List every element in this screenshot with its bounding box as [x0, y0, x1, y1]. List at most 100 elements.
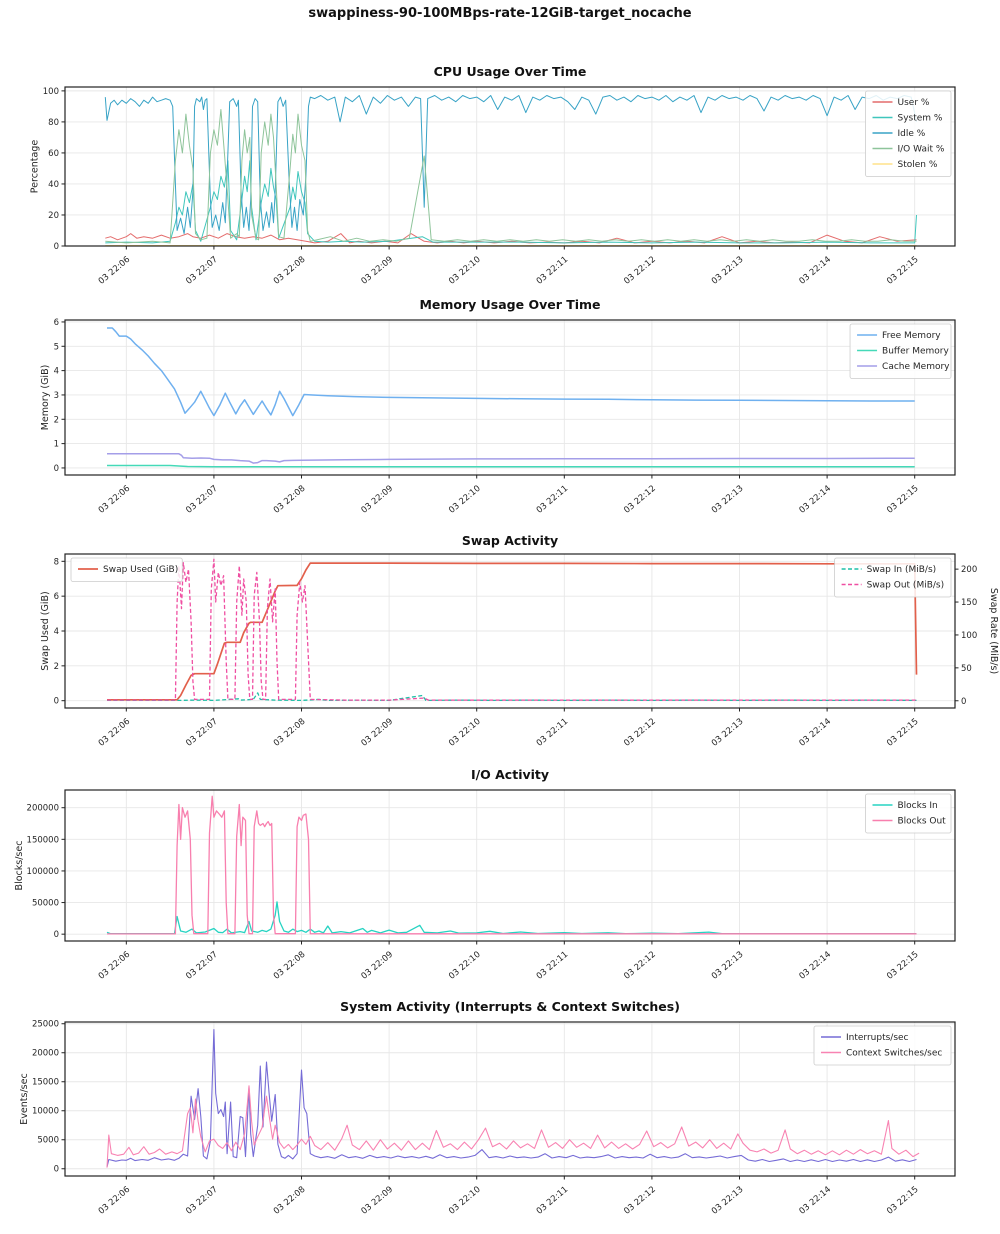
series-interrupts-sec [106, 1028, 917, 1168]
svg-text:0: 0 [54, 242, 59, 252]
svg-text:03 22:06: 03 22:06 [97, 484, 133, 516]
svg-text:03 22:11: 03 22:11 [535, 484, 571, 516]
chart-2: 0 2 4 6 8 Swap Used (GiB) 0 50 100 150 200 Swap Rat… [40, 553, 999, 749]
svg-text:03 22:12: 03 22:12 [622, 717, 658, 749]
legend: Swap In (MiB/s) Swap Out (MiB/s) [834, 557, 952, 598]
svg-text:15000: 15000 [32, 1078, 59, 1088]
svg-text:80: 80 [48, 118, 59, 128]
svg-text:0: 0 [54, 464, 59, 474]
svg-text:Blocks Out: Blocks Out [898, 817, 947, 827]
svg-text:Idle %: Idle % [898, 129, 926, 139]
svg-text:Cache Memory: Cache Memory [882, 362, 950, 372]
svg-text:200: 200 [961, 565, 977, 575]
series-swap-out-mib-s [107, 558, 917, 701]
svg-text:4: 4 [54, 367, 59, 377]
legend: User % System % Idle % I/O Wait % Stolen % [865, 90, 952, 177]
svg-text:Events/sec: Events/sec [19, 1073, 30, 1124]
series-idle [104, 95, 917, 235]
series-free-memory [107, 327, 915, 417]
svg-text:Swap Used (GiB): Swap Used (GiB) [103, 565, 178, 575]
svg-text:03 22:13: 03 22:13 [710, 255, 746, 287]
svg-text:03 22:07: 03 22:07 [184, 255, 220, 287]
svg-text:200000: 200000 [27, 804, 59, 814]
svg-text:Stolen %: Stolen % [898, 160, 938, 170]
svg-text:03 22:09: 03 22:09 [359, 1185, 395, 1217]
svg-text:03 22:14: 03 22:14 [797, 484, 833, 516]
svg-text:50: 50 [961, 664, 972, 674]
series-cache-memory [107, 453, 915, 464]
svg-text:Buffer Memory: Buffer Memory [882, 347, 949, 357]
svg-text:03 22:12: 03 22:12 [622, 1185, 658, 1217]
svg-text:6: 6 [54, 592, 59, 602]
svg-text:03 22:12: 03 22:12 [622, 950, 658, 982]
svg-text:1: 1 [54, 440, 59, 450]
svg-text:03 22:09: 03 22:09 [359, 717, 395, 749]
svg-text:Free Memory: Free Memory [882, 331, 941, 341]
svg-text:150: 150 [961, 598, 977, 608]
svg-text:03 22:06: 03 22:06 [97, 1185, 133, 1217]
svg-text:20: 20 [48, 211, 59, 221]
svg-text:Memory (GiB): Memory (GiB) [40, 365, 51, 431]
svg-text:03 22:06: 03 22:06 [97, 255, 133, 287]
svg-text:0: 0 [961, 697, 966, 707]
svg-text:100000: 100000 [27, 867, 59, 877]
svg-text:3: 3 [54, 391, 59, 401]
chart-title-io: I/O Activity [470, 767, 550, 782]
svg-text:03 22:08: 03 22:08 [272, 484, 308, 516]
svg-text:I/O Wait %: I/O Wait % [898, 145, 945, 155]
svg-text:03 22:06: 03 22:06 [97, 950, 133, 982]
svg-text:20000: 20000 [32, 1049, 59, 1059]
svg-text:03 22:08: 03 22:08 [272, 1185, 308, 1217]
svg-text:6: 6 [54, 318, 59, 328]
svg-text:03 22:14: 03 22:14 [797, 1185, 833, 1217]
svg-text:Swap Rate (MiB/s): Swap Rate (MiB/s) [988, 588, 999, 674]
svg-text:Blocks/sec: Blocks/sec [14, 841, 25, 891]
legend: Blocks In Blocks Out [865, 793, 952, 834]
chart-title-memory: Memory Usage Over Time [419, 297, 601, 312]
svg-text:0: 0 [54, 930, 59, 940]
svg-text:Swap Used (GiB): Swap Used (GiB) [40, 591, 51, 670]
svg-text:Blocks In: Blocks In [898, 801, 938, 811]
svg-text:03 22:11: 03 22:11 [535, 950, 571, 982]
svg-text:03 22:14: 03 22:14 [797, 255, 833, 287]
svg-text:2: 2 [54, 415, 59, 425]
svg-text:03 22:10: 03 22:10 [447, 950, 483, 982]
series-i-o-wait [105, 109, 917, 244]
svg-text:03 22:09: 03 22:09 [359, 255, 395, 287]
svg-text:03 22:07: 03 22:07 [184, 717, 220, 749]
svg-text:25000: 25000 [32, 1020, 59, 1030]
svg-text:50000: 50000 [32, 899, 59, 909]
svg-text:0: 0 [54, 1165, 59, 1175]
svg-text:150000: 150000 [27, 835, 59, 845]
svg-text:4: 4 [54, 627, 59, 637]
svg-text:03 22:07: 03 22:07 [184, 1185, 220, 1217]
svg-text:03 22:15: 03 22:15 [885, 950, 921, 982]
svg-text:Context Switches/sec: Context Switches/sec [846, 1049, 942, 1059]
chart-1: 0 1 2 3 4 5 6 Memory (GiB) 03 22:06 03 22:07 03 22… [40, 318, 956, 516]
svg-text:03 22:13: 03 22:13 [710, 950, 746, 982]
svg-text:System %: System % [898, 114, 943, 124]
svg-text:03 22:13: 03 22:13 [710, 1185, 746, 1217]
svg-text:03 22:10: 03 22:10 [447, 1185, 483, 1217]
svg-text:03 22:11: 03 22:11 [535, 1185, 571, 1217]
svg-text:03 22:10: 03 22:10 [447, 484, 483, 516]
svg-text:Swap In (MiB/s): Swap In (MiB/s) [867, 565, 937, 575]
svg-text:03 22:12: 03 22:12 [622, 484, 658, 516]
svg-text:2: 2 [54, 662, 59, 672]
svg-text:03 22:15: 03 22:15 [885, 255, 921, 287]
svg-text:03 22:08: 03 22:08 [272, 255, 308, 287]
svg-text:03 22:11: 03 22:11 [535, 717, 571, 749]
svg-text:03 22:06: 03 22:06 [97, 717, 133, 749]
chart-title-swap: Swap Activity [461, 533, 559, 548]
legend: Interrupts/sec Context Switches/sec [813, 1025, 952, 1066]
svg-text:100: 100 [961, 631, 977, 641]
svg-text:03 22:13: 03 22:13 [710, 717, 746, 749]
svg-text:10000: 10000 [32, 1107, 59, 1117]
series-blocks-in [106, 901, 917, 935]
svg-text:03 22:14: 03 22:14 [797, 950, 833, 982]
svg-text:5000: 5000 [37, 1136, 59, 1146]
svg-text:40: 40 [48, 180, 59, 190]
series-context-switches-sec [106, 1085, 920, 1168]
